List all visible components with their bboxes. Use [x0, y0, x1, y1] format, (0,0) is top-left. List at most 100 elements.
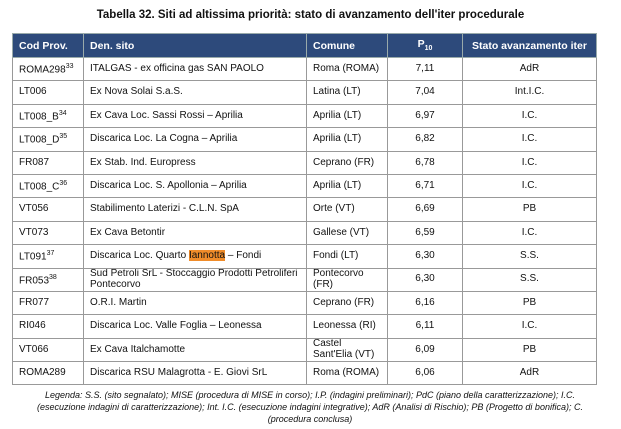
p10-cell: 6,30: [387, 244, 463, 269]
name-cell: O.R.I. Martin: [83, 290, 307, 316]
stato-cell: I.C.: [462, 150, 597, 175]
comune-cell: Aprilia (LT): [306, 127, 388, 152]
site-code: FR077: [19, 296, 50, 308]
table-title: Tabella 32. Siti ad altissima priorità: …: [96, 9, 525, 21]
site-code: LT008_B: [19, 111, 59, 123]
name-part: – Fondi: [227, 250, 262, 262]
name-cell: Ex Cava Betontir: [83, 220, 307, 246]
code-cell: LT008_C36: [12, 173, 84, 199]
site-code: VT073: [19, 226, 49, 238]
stato-cell: I.C.: [462, 127, 597, 152]
comune-cell: Roma (ROMA): [306, 361, 388, 386]
site-code: LT008_D: [19, 134, 60, 146]
stato-cell: AdR: [462, 56, 597, 82]
p10-cell: 6,16: [387, 290, 463, 316]
site-code: LT091: [19, 251, 47, 263]
code-cell: LT008_D35: [12, 127, 84, 152]
header-text: P: [417, 38, 425, 51]
comune-cell: Roma (ROMA): [306, 56, 388, 82]
name-cell: Discarica Loc. Quarto Iannotta – Fondi: [83, 244, 307, 269]
table-row: FR077 O.R.I. Martin Ceprano (FR) 6,16 PB: [12, 290, 597, 316]
stato-cell: S.S.: [462, 244, 597, 269]
comune-cell: Leonessa (RI): [306, 314, 388, 339]
header-cell: P10: [387, 33, 463, 58]
comune-cell: Aprilia (LT): [306, 173, 388, 199]
table-row: VT073 Ex Cava Betontir Gallese (VT) 6,59 I.C…: [12, 220, 597, 246]
name-cell: Discarica RSU Malagrotta - E. Giovi SrL: [83, 361, 307, 386]
name-cell: Ex Nova Solai S.a.S.: [83, 80, 307, 105]
comune-cell: Orte (VT): [306, 197, 388, 222]
comune-cell: Castel Sant'Elia (VT): [306, 337, 388, 363]
stato-cell: I.C.: [462, 103, 597, 129]
footnote-ref: 33: [65, 63, 74, 71]
stato-cell: S.S.: [462, 267, 597, 292]
p10-cell: 6,59: [387, 220, 463, 246]
stato-cell: PB: [462, 290, 597, 316]
p10-cell: 6,78: [387, 150, 463, 175]
table: Cod Prov. Den. sito Comune P10 Stato ava…: [12, 33, 597, 386]
p10-cell: 7,04: [387, 80, 463, 105]
table-row: LT09137 Discarica Loc. Quarto Iannotta – …: [12, 244, 597, 269]
header-cell: Cod Prov.: [12, 33, 84, 58]
site-code: LT006: [19, 86, 47, 98]
stato-cell: I.C.: [462, 173, 597, 199]
name-cell: Discarica Loc. S. Apollonia – Aprilia: [83, 173, 307, 199]
name-cell: Ex Cava Italchamotte: [83, 337, 307, 363]
footnote-ref: 34: [58, 110, 67, 118]
p10-cell: 6,82: [387, 127, 463, 152]
code-cell: FR087: [12, 150, 84, 175]
table-row: ROMA289 Discarica RSU Malagrotta - E. Gio…: [12, 361, 597, 386]
table-row: ROMA29833 ITALGAS - ex officina gas SAN P…: [12, 56, 597, 82]
p10-cell: 6,11: [387, 314, 463, 339]
site-code: ROMA289: [19, 367, 66, 379]
footnote-ref: 37: [46, 250, 55, 258]
code-cell: LT09137: [12, 244, 84, 269]
comune-cell: Fondi (LT): [306, 244, 388, 269]
p10-cell: 7,11: [387, 56, 463, 82]
p10-cell: 6,09: [387, 337, 463, 363]
site-code: ROMA298: [19, 64, 66, 76]
footnote-ref: 36: [59, 180, 68, 188]
name-cell: Ex Cava Loc. Sassi Rossi – Aprilia: [83, 103, 307, 129]
table-row: VT066 Ex Cava Italchamotte Castel Sant'Eli…: [12, 337, 597, 363]
code-cell: RI046: [12, 314, 84, 339]
code-cell: ROMA289: [12, 361, 84, 386]
table-row: FR05338 Sud Petroli SrL - Stoccaggio Prod…: [12, 267, 597, 292]
site-code: FR053: [19, 275, 50, 287]
table-row: RI046 Discarica Loc. Valle Foglia – Leone…: [12, 314, 597, 339]
code-cell: FR077: [12, 290, 84, 316]
stato-cell: PB: [462, 337, 597, 363]
header-subscript: 10: [424, 45, 433, 53]
comune-cell: Aprilia (LT): [306, 103, 388, 129]
code-cell: ROMA29833: [12, 56, 84, 82]
stato-cell: Int.I.C.: [462, 80, 597, 105]
p10-cell: 6,69: [387, 197, 463, 222]
code-cell: LT006: [12, 80, 84, 105]
comune-cell: Ceprano (FR): [306, 150, 388, 175]
stato-cell: PB: [462, 197, 597, 222]
table-row: LT008_B34 Ex Cava Loc. Sassi Rossi – Apri…: [12, 103, 597, 129]
code-cell: VT066: [12, 337, 84, 363]
site-code: VT056: [19, 203, 49, 215]
footnote-ref: 38: [49, 273, 57, 281]
p10-cell: 6,71: [387, 173, 463, 199]
footnote-ref: 35: [59, 133, 68, 141]
stato-cell: I.C.: [462, 220, 597, 246]
comune-cell: Ceprano (FR): [306, 290, 388, 316]
site-code: RI046: [19, 320, 46, 332]
stato-cell: I.C.: [462, 314, 597, 339]
table-row: LT006 Ex Nova Solai S.a.S. Latina (LT) 7,04…: [12, 80, 597, 105]
name-cell: Sud Petroli SrL - Stoccaggio Prodotti Pe…: [83, 267, 307, 292]
site-code: LT008_C: [19, 181, 60, 193]
table-row: VT056 Stabilimento Laterizi - C.L.N. SpA O…: [12, 197, 597, 222]
comune-cell: Latina (LT): [306, 80, 388, 105]
site-code: VT066: [19, 343, 49, 355]
table-row: LT008_D35 Discarica Loc. La Cogna – April…: [12, 127, 597, 152]
name-cell: ITALGAS - ex officina gas SAN PAOLO: [83, 56, 307, 82]
header-row: Cod Prov. Den. sito Comune P10 Stato ava…: [12, 33, 597, 58]
header-cell: Stato avanzamento iter: [462, 33, 597, 58]
p10-cell: 6,06: [387, 361, 463, 386]
legend: Legenda: S.S. (sito segnalato); MISE (pr…: [37, 390, 583, 424]
name-part: Discarica Loc. Quarto: [90, 250, 187, 262]
